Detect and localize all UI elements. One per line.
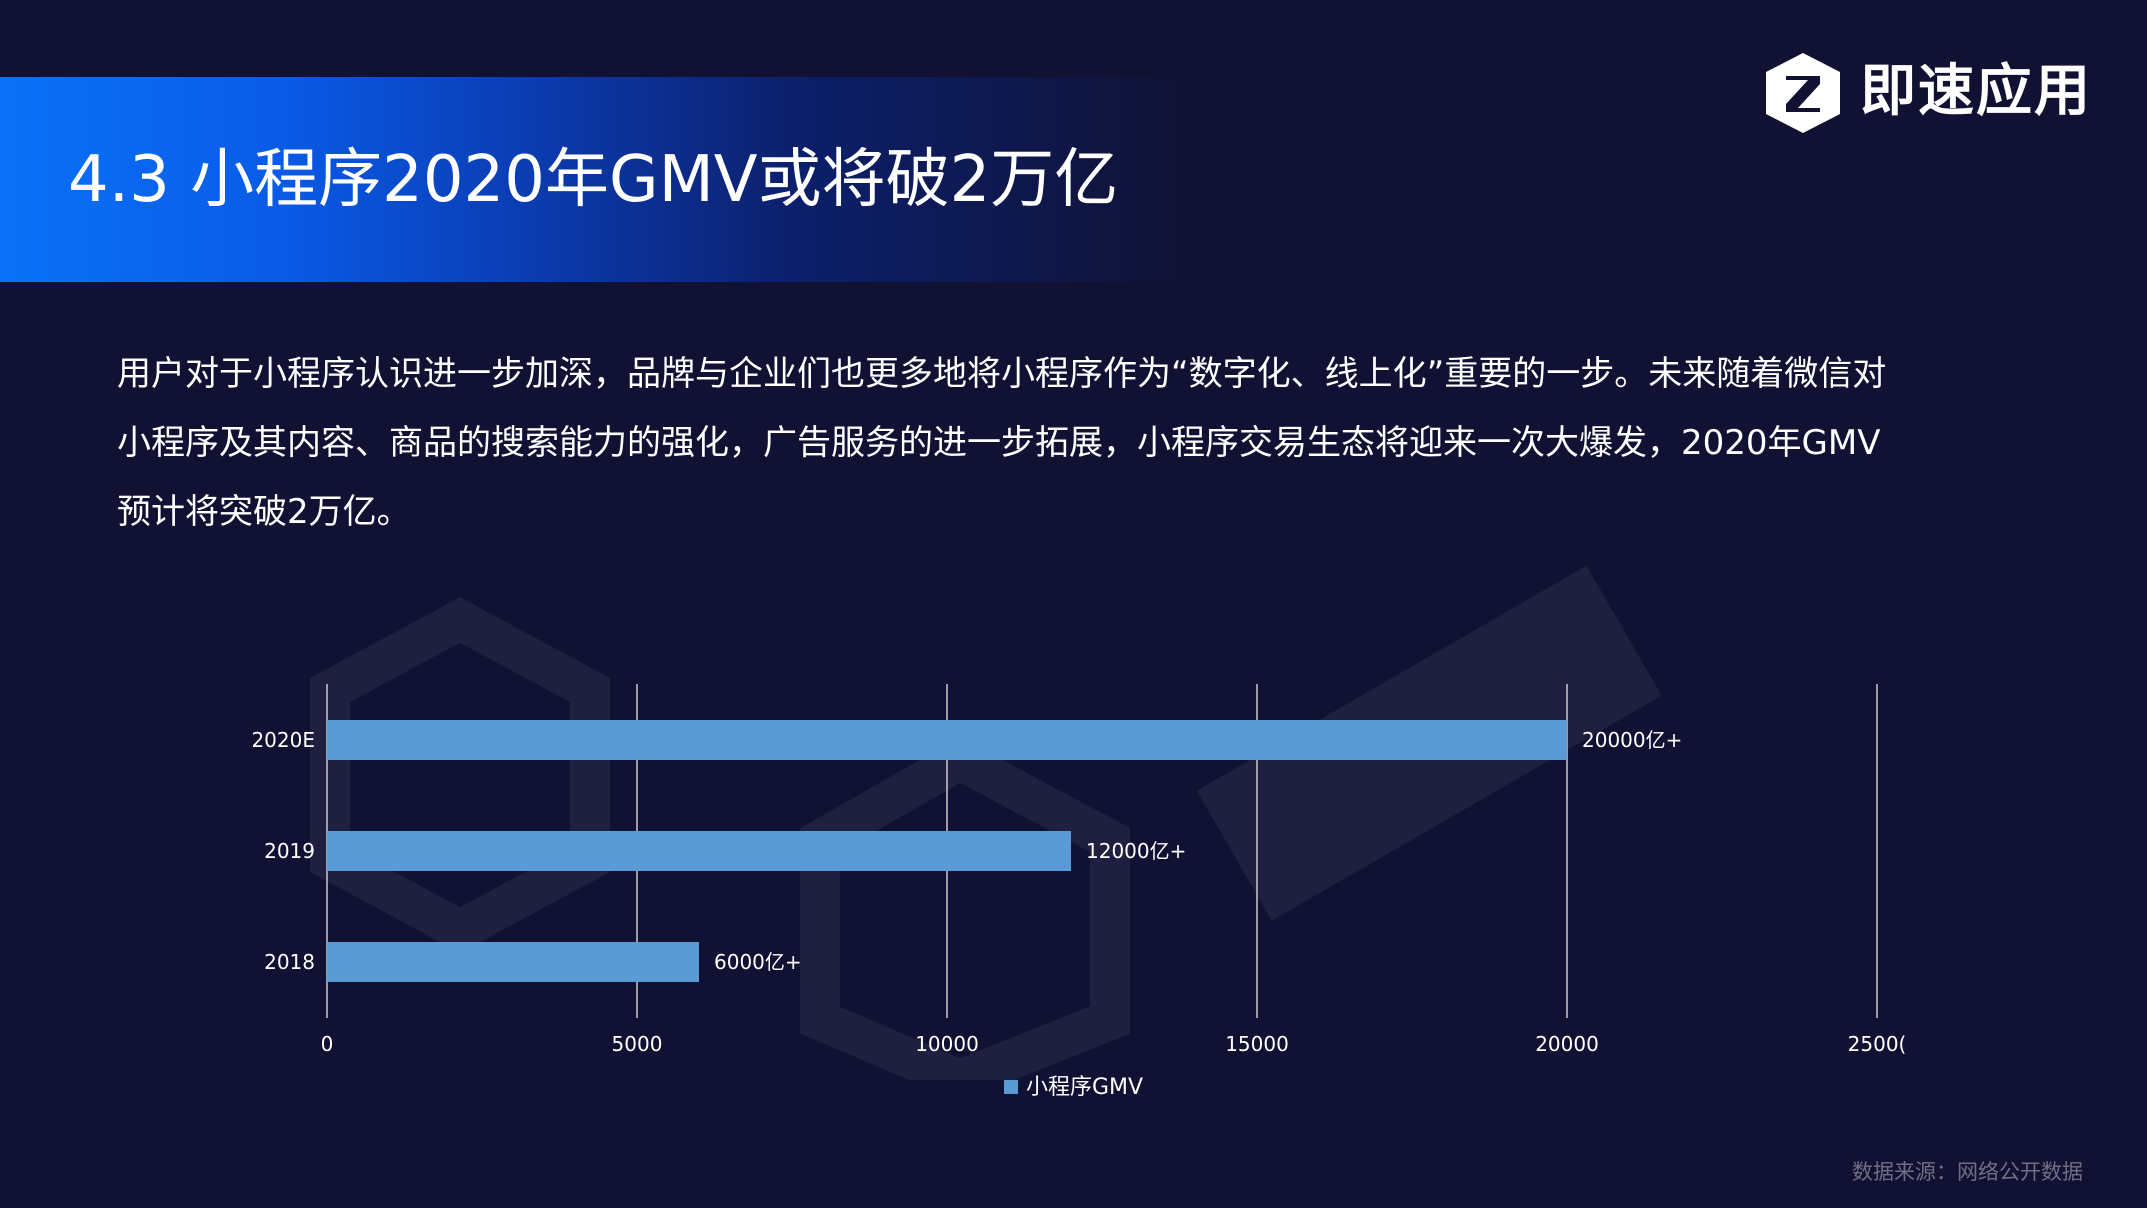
x-tick-label: 15000 — [1225, 1032, 1289, 1056]
data-label: 12000亿+ — [1086, 839, 1186, 863]
bar[interactable] — [327, 720, 1567, 760]
logo-text: 即速应用 — [1860, 59, 2092, 124]
brand-logo: 即速应用 — [1760, 50, 2090, 136]
data-label: 20000亿+ — [1582, 728, 1682, 752]
page-title: 4.3 小程序2020年GMV或将破2万亿 — [68, 143, 1119, 217]
x-tick-label: 5000 — [612, 1032, 663, 1056]
title-band — [0, 77, 1600, 282]
legend-layer: 小程序GMV — [1004, 1075, 1143, 1100]
body-line-1: 用户对于小程序认识进一步加深，品牌与企业们也更多地将小程序作为“数字化、线上化”… — [117, 354, 1887, 394]
x-tick-label: 10000 — [915, 1032, 979, 1056]
bar[interactable] — [327, 942, 699, 982]
body-paragraph: 用户对于小程序认识进一步加深，品牌与企业们也更多地将小程序作为“数字化、线上化”… — [117, 340, 2017, 547]
y-category-label: 2018 — [264, 950, 315, 974]
legend-label[interactable]: 小程序GMV — [1026, 1075, 1143, 1100]
z-hexagon-logo-icon — [1766, 53, 1840, 133]
body-line-3: 预计将突破2万亿。 — [117, 492, 411, 532]
body-line-2: 小程序及其内容、商品的搜索能力的强化，广告服务的进一步拓展，小程序交易生态将迎来… — [117, 423, 1881, 463]
data-label: 6000亿+ — [714, 950, 802, 974]
legend-swatch — [1004, 1080, 1018, 1094]
x-tick-label: 2500( — [1848, 1032, 1907, 1056]
x-tick-label: 20000 — [1535, 1032, 1599, 1056]
data-source-note: 数据来源：网络公开数据 — [1852, 1160, 2083, 1184]
bar[interactable] — [327, 831, 1071, 871]
bar-layer — [327, 720, 1567, 982]
x-tick-label: 0 — [321, 1032, 334, 1056]
y-category-label: 2019 — [264, 839, 315, 863]
y-category-label: 2020E — [251, 728, 315, 752]
label-layer: 0 5000 10000 15000 20000 2500( 2020E 20000亿+ 201… — [251, 728, 1906, 1056]
